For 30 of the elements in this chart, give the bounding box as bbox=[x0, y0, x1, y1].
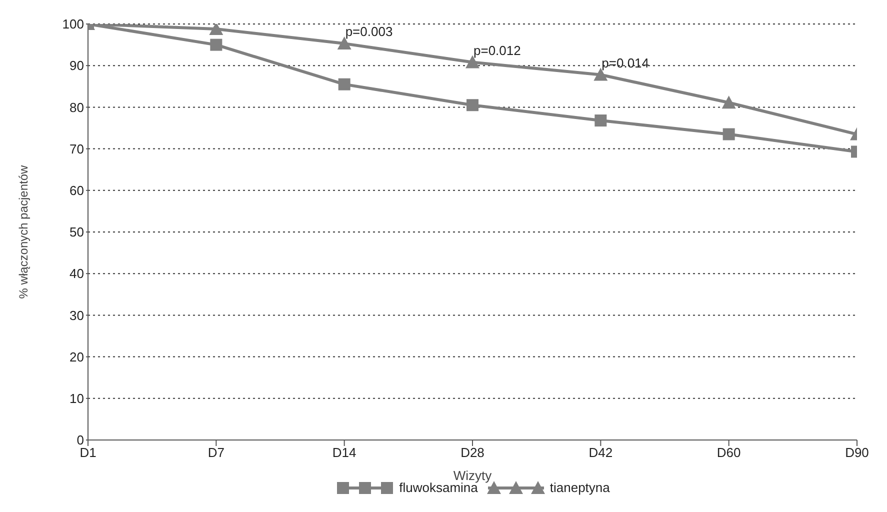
annotation: p=0.014 bbox=[602, 55, 650, 70]
x-tick-label: D90 bbox=[845, 445, 869, 460]
y-tick-label: 40 bbox=[70, 266, 84, 282]
y-tick-label: 30 bbox=[70, 308, 84, 323]
y-tick-label: 100 bbox=[62, 16, 84, 32]
y-tick-label: 0 bbox=[76, 432, 84, 448]
x-tick-label: D28 bbox=[460, 445, 484, 460]
legend-label: tianeptyna bbox=[550, 480, 610, 495]
x-tick-label: D42 bbox=[588, 445, 613, 460]
x-axis-title: Wizyty bbox=[453, 468, 492, 483]
y-tick-label: 20 bbox=[70, 349, 84, 364]
annotation: p=0.012 bbox=[474, 42, 521, 58]
y-tick-label: 10 bbox=[70, 391, 84, 406]
point bbox=[594, 114, 607, 127]
x-tick-label: D1 bbox=[80, 445, 96, 460]
x-tick-label: D7 bbox=[208, 445, 224, 460]
point bbox=[338, 78, 350, 90]
y-axis-title: % włączonych pacjentów bbox=[16, 164, 30, 299]
y-tick-label: 50 bbox=[70, 224, 84, 240]
point bbox=[466, 99, 478, 112]
y-tick-label: 60 bbox=[70, 183, 84, 198]
y-tick-label: 90 bbox=[70, 58, 84, 74]
point bbox=[722, 96, 736, 109]
x-tick-label: D60 bbox=[716, 445, 741, 460]
annotation: p=0.003 bbox=[345, 24, 393, 40]
x-tick-label: D14 bbox=[332, 445, 356, 460]
point bbox=[722, 128, 735, 140]
y-tick-label: 70 bbox=[70, 141, 84, 156]
y-tick-label: 80 bbox=[70, 100, 84, 115]
point bbox=[210, 38, 222, 51]
